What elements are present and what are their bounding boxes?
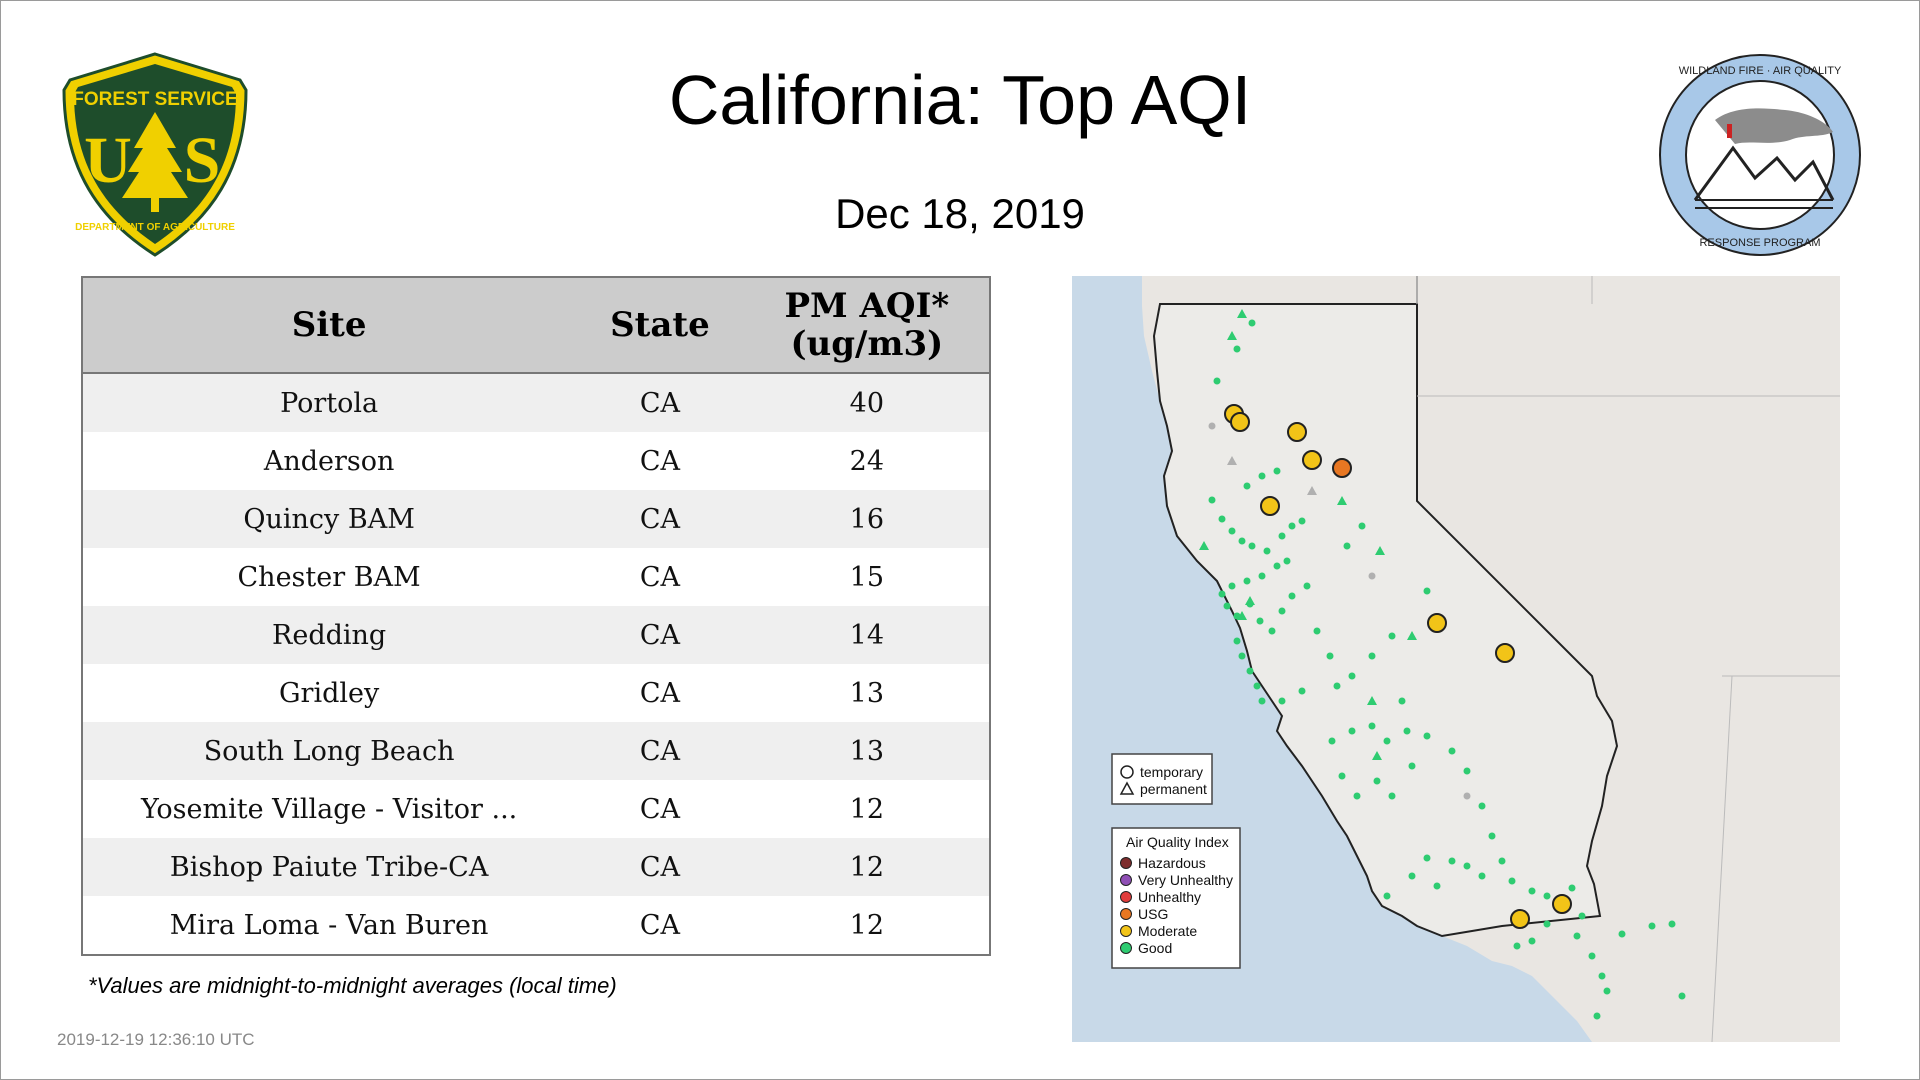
- legend-usg: USG: [1138, 906, 1168, 922]
- table-row: Mira Loma - Van Buren CA 12: [82, 896, 990, 955]
- cell-state: CA: [575, 548, 745, 606]
- aqi-legend-title: Air Quality Index: [1126, 834, 1229, 850]
- table-row: Chester BAM CA 15: [82, 548, 990, 606]
- table-row: Gridley CA 13: [82, 664, 990, 722]
- cell-aqi: 24: [744, 432, 990, 490]
- table-row: South Long Beach CA 13: [82, 722, 990, 780]
- cell-site: Bishop Paiute Tribe-CA: [82, 838, 576, 896]
- site-marker: [1302, 450, 1322, 470]
- table-header-row: Site State PM AQI* (ug/m3): [82, 277, 990, 374]
- good-swatch: [1120, 942, 1132, 954]
- cell-site: Anderson: [82, 432, 576, 490]
- no-data-sites: [1208, 422, 1471, 800]
- legend-unhealthy: Unhealthy: [1138, 889, 1201, 905]
- header-state: State: [575, 277, 745, 374]
- temporary-marker-icon: [1120, 765, 1134, 779]
- cell-aqi: 14: [744, 606, 990, 664]
- svg-text:FOREST SERVICE: FOREST SERVICE: [72, 89, 237, 110]
- moderate-swatch: [1120, 925, 1132, 937]
- cell-aqi: 16: [744, 490, 990, 548]
- cell-aqi: 15: [744, 548, 990, 606]
- wildland-fire-logo: WILDLAND FIRE · AIR QUALITY RESPONSE PRO…: [1659, 54, 1861, 256]
- hazardous-swatch: [1120, 857, 1132, 869]
- site-marker: [1427, 613, 1447, 633]
- legend-moderate: Moderate: [1138, 923, 1197, 939]
- permanent-marker-icon: [1119, 781, 1135, 795]
- california-aqi-map: temporary permanent Air Quality Index Ha…: [1072, 276, 1840, 1042]
- header-site: Site: [82, 277, 576, 374]
- cell-site: Yosemite Village - Visitor ...: [82, 780, 576, 838]
- cell-aqi: 13: [744, 722, 990, 780]
- site-marker: [1495, 643, 1515, 663]
- cell-aqi: 40: [744, 373, 990, 432]
- usg-swatch: [1120, 908, 1132, 920]
- cell-aqi: 13: [744, 664, 990, 722]
- table-row: Yosemite Village - Visitor ... CA 12: [82, 780, 990, 838]
- shape-legend: temporary permanent: [1111, 753, 1213, 805]
- svg-text:S: S: [184, 124, 221, 197]
- cell-state: CA: [575, 606, 745, 664]
- header-pm-aqi: PM AQI* (ug/m3): [744, 277, 990, 374]
- very-unhealthy-swatch: [1120, 874, 1132, 886]
- permanent-sites: [1199, 309, 1417, 760]
- cell-aqi: 12: [744, 780, 990, 838]
- table-row: Anderson CA 24: [82, 432, 990, 490]
- cell-aqi: 12: [744, 838, 990, 896]
- header-pm-aqi-line2: (ug/m3): [790, 324, 944, 364]
- svg-text:RESPONSE PROGRAM: RESPONSE PROGRAM: [1699, 237, 1820, 249]
- svg-text:U: U: [84, 124, 132, 197]
- svg-text:WILDLAND FIRE · AIR QUALITY: WILDLAND FIRE · AIR QUALITY: [1679, 65, 1842, 77]
- unhealthy-swatch: [1120, 891, 1132, 903]
- table-row: Quincy BAM CA 16: [82, 490, 990, 548]
- aqi-legend: Air Quality Index Hazardous Very Unhealt…: [1111, 827, 1241, 969]
- cell-site: Chester BAM: [82, 548, 576, 606]
- table-row: Bishop Paiute Tribe-CA CA 12: [82, 838, 990, 896]
- cell-site: Portola: [82, 373, 576, 432]
- cell-state: CA: [575, 664, 745, 722]
- site-marker: [1260, 496, 1280, 516]
- site-marker: [1510, 909, 1530, 929]
- footnote: *Values are midnight-to-midnight average…: [88, 973, 617, 998]
- site-marker: [1287, 422, 1307, 442]
- header-pm-aqi-line1: PM AQI*: [784, 286, 950, 326]
- state-border: [1711, 675, 1733, 1042]
- legend-very-unhealthy: Very Unhealthy: [1138, 872, 1233, 888]
- top-aqi-table: Site State PM AQI* (ug/m3) Portola CA 40 A…: [81, 276, 991, 956]
- legend-permanent: permanent: [1140, 781, 1207, 797]
- california-outline: [1152, 303, 1619, 938]
- cell-state: CA: [575, 722, 745, 780]
- cell-site: Quincy BAM: [82, 490, 576, 548]
- site-marker: [1552, 894, 1572, 914]
- cell-state: CA: [575, 896, 745, 955]
- cell-site: Mira Loma - Van Buren: [82, 896, 576, 955]
- legend-good: Good: [1138, 940, 1172, 956]
- table-row: Redding CA 14: [82, 606, 990, 664]
- aqi-sites: [1199, 309, 1686, 1020]
- report-date: Dec 18, 2019: [835, 190, 1085, 237]
- cell-aqi: 12: [744, 896, 990, 955]
- page-title: California: Top AQI: [668, 61, 1252, 139]
- cell-state: CA: [575, 780, 745, 838]
- cell-site: South Long Beach: [82, 722, 576, 780]
- legend-temporary: temporary: [1140, 764, 1203, 780]
- cell-state: CA: [575, 838, 745, 896]
- cell-state: CA: [575, 432, 745, 490]
- generated-timestamp: 2019-12-19 12:36:10 UTC: [57, 1030, 255, 1049]
- cell-state: CA: [575, 373, 745, 432]
- site-marker: [1332, 458, 1352, 478]
- cell-site: Redding: [82, 606, 576, 664]
- table-row: Portola CA 40: [82, 373, 990, 432]
- site-marker: [1230, 412, 1250, 432]
- cell-state: CA: [575, 490, 745, 548]
- forest-service-logo: FOREST SERVICE U S DEPARTMENT OF AGRICUL…: [62, 52, 248, 257]
- legend-hazardous: Hazardous: [1138, 855, 1206, 871]
- good-sites: [1208, 319, 1686, 1020]
- cell-site: Gridley: [82, 664, 576, 722]
- svg-text:DEPARTMENT OF AGRICULTURE: DEPARTMENT OF AGRICULTURE: [75, 222, 235, 233]
